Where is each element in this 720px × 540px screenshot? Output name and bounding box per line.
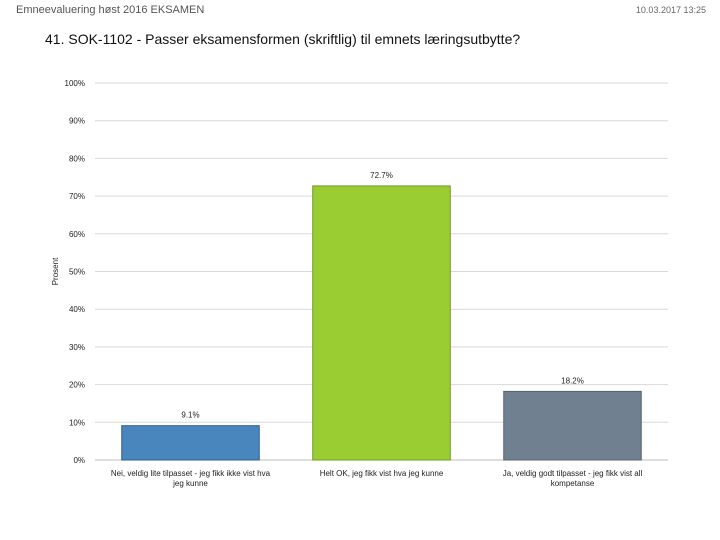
y-tick-label: 50%	[69, 268, 85, 277]
y-tick-label: 0%	[73, 456, 85, 465]
x-category-label: kompetanse	[551, 479, 595, 488]
data-label: 72.7%	[370, 171, 393, 180]
y-tick-label: 90%	[69, 117, 85, 126]
y-tick-label: 30%	[69, 343, 85, 352]
data-label: 18.2%	[561, 376, 584, 385]
y-axis-label: Prosent	[51, 257, 60, 285]
y-tick-label: 70%	[69, 192, 85, 201]
x-category-label: Nei, veldig lite tilpasset - jeg fikk ik…	[111, 469, 271, 478]
y-tick-label: 60%	[69, 230, 85, 239]
y-tick-label: 10%	[69, 418, 85, 427]
y-tick-label: 100%	[65, 79, 85, 88]
y-tick-label: 20%	[69, 381, 85, 390]
bar	[312, 185, 451, 461]
y-tick-label: 40%	[69, 305, 85, 314]
x-category-label: Helt OK, jeg fikk vist hva jeg kunne	[320, 469, 444, 478]
report-header-title: Emneevaluering høst 2016 EKSAMEN	[16, 4, 205, 16]
x-category-label: jeg kunne	[172, 479, 208, 488]
y-tick-label: 80%	[69, 154, 85, 163]
data-label: 9.1%	[181, 411, 199, 420]
report-timestamp: 10.03.2017 13:25	[635, 5, 706, 15]
bar	[121, 425, 260, 461]
bar	[503, 390, 642, 461]
x-category-label: Ja, veldig godt tilpasset - jeg fikk vis…	[503, 469, 643, 478]
chart-title: 41. SOK-1102 - Passer eksamensformen (sk…	[45, 31, 521, 47]
